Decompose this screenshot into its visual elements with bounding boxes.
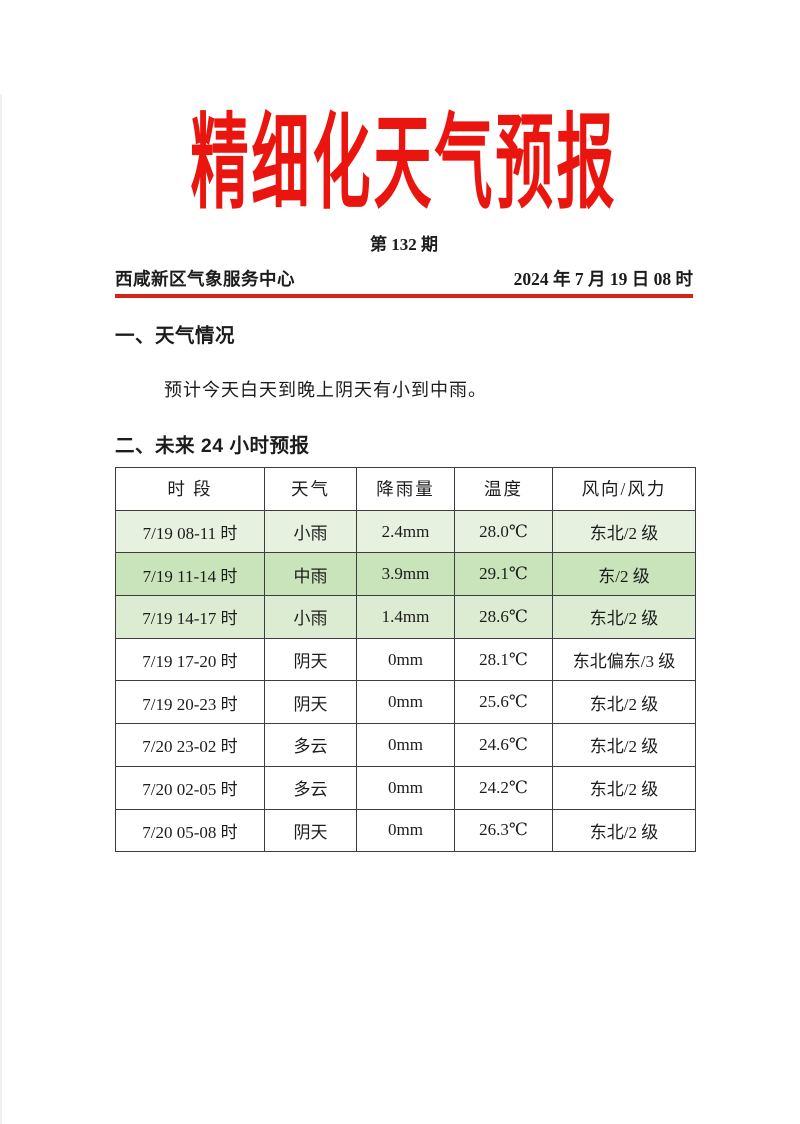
table-cell: 7/20 05-08 时 xyxy=(115,808,265,853)
table-cell: 7/20 02-05 时 xyxy=(115,765,265,810)
table-cell: 2.4mm xyxy=(356,509,455,554)
table-cell: 24.2℃ xyxy=(454,765,553,810)
table-cell: 7/19 14-17 时 xyxy=(115,595,265,639)
table-cell: 东北/2 级 xyxy=(552,808,696,853)
table-cell: 29.1℃ xyxy=(454,552,553,597)
table-cell: 0mm xyxy=(356,680,455,725)
document-title: 精细化天气预报 xyxy=(190,105,618,222)
organization-name: 西咸新区气象服务中心 xyxy=(115,269,295,289)
table-cell: 0mm xyxy=(356,808,455,853)
table-cell: 28.0℃ xyxy=(454,509,553,554)
table-cell: 28.1℃ xyxy=(454,637,553,682)
section1-body: 预计今天白天到晚上阴天有小到中雨。 xyxy=(164,380,487,400)
table-cell: 3.9mm xyxy=(356,552,455,597)
table-cell: 阴天 xyxy=(264,680,357,725)
issue-datetime: 2024 年 7 月 19 日 08 时 xyxy=(513,269,693,289)
table-cell: 0mm xyxy=(356,765,455,810)
table-cell: 阴天 xyxy=(264,808,357,853)
table-cell: 东北/2 级 xyxy=(552,765,696,810)
table-cell: 东北偏东/3 级 xyxy=(552,637,696,682)
table-cell: 0mm xyxy=(356,637,455,682)
document-page: 精细化天气预报 第 132 期 西咸新区气象服务中心 2024 年 7 月 19… xyxy=(0,94,800,1124)
table-cell: 阴天 xyxy=(264,637,357,682)
table-row: 7/19 14-17 时小雨 1.4mm 28.6℃ 东北/2 级 xyxy=(115,595,696,639)
col-header-temp: 温度 xyxy=(454,467,553,511)
table-cell: 中雨 xyxy=(264,552,357,597)
table-row: 7/19 11-14 时中雨 3.9mm 29.1℃ 东/2 级 xyxy=(115,552,696,597)
table-cell: 7/19 11-14 时 xyxy=(115,552,265,597)
table-cell: 东北/2 级 xyxy=(552,509,696,554)
table-row: 7/20 02-05 时多云 0mm 24.2℃ 东北/2 级 xyxy=(115,765,696,810)
table-cell: 7/19 08-11 时 xyxy=(115,509,265,554)
table-row: 7/19 08-11 时小雨 2.4mm 28.0℃ 东北/2 级 xyxy=(115,509,696,554)
table-cell: 东北/2 级 xyxy=(552,680,696,725)
table-row: 7/19 20-23 时阴天 0mm 25.6℃ 东北/2 级 xyxy=(115,680,696,725)
table-row: 7/20 23-02 时多云 0mm 24.6℃ 东北/2 级 xyxy=(115,723,696,767)
table-cell: 7/19 20-23 时 xyxy=(115,680,265,725)
col-header-rainfall: 降雨量 xyxy=(356,467,455,511)
table-cell: 0mm xyxy=(356,723,455,767)
title-block: 精细化天气预报 xyxy=(115,94,693,222)
col-header-wind: 风向/风力 xyxy=(552,467,696,511)
table-cell: 25.6℃ xyxy=(454,680,553,725)
issue-number: 第 132 期 xyxy=(370,235,438,254)
section1-heading: 一、天气情况 xyxy=(115,325,236,347)
table-cell: 多云 xyxy=(264,723,357,767)
table-cell: 小雨 xyxy=(264,595,357,639)
table-cell: 26.3℃ xyxy=(454,808,553,853)
table-cell: 多云 xyxy=(264,765,357,810)
table-cell: 7/20 23-02 时 xyxy=(115,723,265,767)
forecast-table: 时 段 天气 降雨量 温度 风向/风力 7/19 08-11 时小雨 2.4mm 2… xyxy=(115,467,696,853)
table-cell: 24.6℃ xyxy=(454,723,553,767)
table-header-row: 时 段 天气 降雨量 温度 风向/风力 xyxy=(115,467,696,511)
forecast-table-body: 7/19 08-11 时小雨 2.4mm 28.0℃ 东北/2 级 7/19 11-14… xyxy=(115,509,696,853)
table-cell: 小雨 xyxy=(264,509,357,554)
table-cell: 东/2 级 xyxy=(552,552,696,597)
table-cell: 东北/2 级 xyxy=(552,595,696,639)
col-header-weather: 天气 xyxy=(264,467,357,511)
table-cell: 7/19 17-20 时 xyxy=(115,637,265,682)
col-header-time: 时 段 xyxy=(115,467,265,511)
table-cell: 1.4mm xyxy=(356,595,455,639)
meta-header-row: 西咸新区气象服务中心 2024 年 7 月 19 日 08 时 xyxy=(115,266,693,298)
table-row: 7/19 17-20 时阴天 0mm 28.1℃ 东北偏东/3 级 xyxy=(115,637,696,682)
table-cell: 28.6℃ xyxy=(454,595,553,639)
table-row: 7/20 05-08 时阴天 0mm 26.3℃ 东北/2 级 xyxy=(115,808,696,853)
section2-heading: 二、未来 24 小时预报 xyxy=(115,435,310,457)
table-cell: 东北/2 级 xyxy=(552,723,696,767)
